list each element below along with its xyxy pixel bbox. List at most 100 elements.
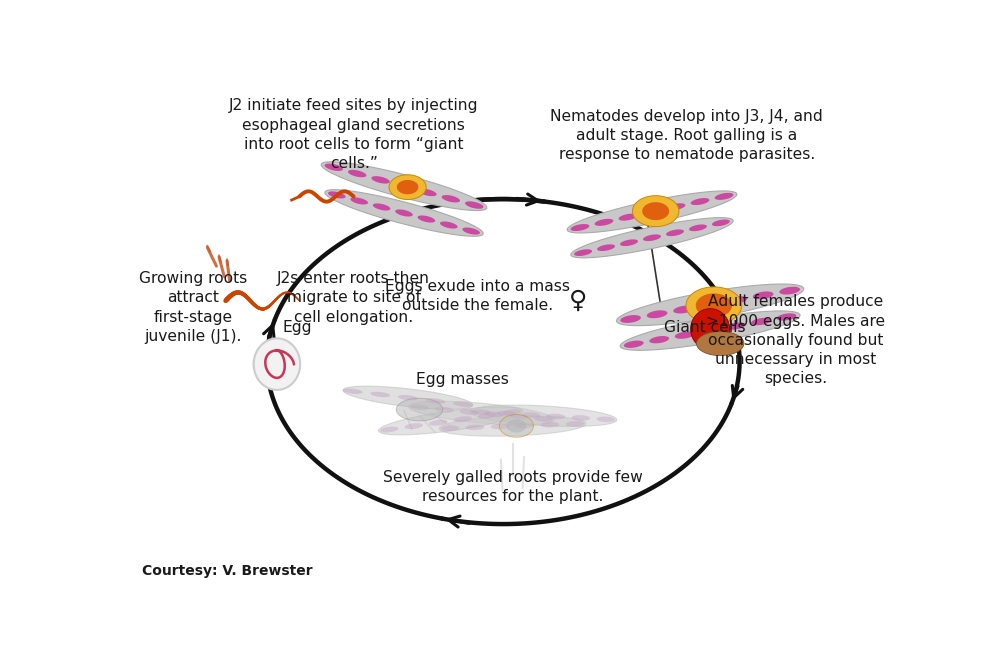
Polygon shape	[465, 202, 483, 209]
Polygon shape	[696, 293, 732, 318]
Polygon shape	[396, 398, 443, 421]
Polygon shape	[398, 395, 418, 401]
Polygon shape	[350, 198, 368, 204]
Polygon shape	[700, 301, 720, 309]
Polygon shape	[534, 416, 553, 422]
Polygon shape	[389, 175, 426, 200]
Polygon shape	[371, 176, 390, 184]
Polygon shape	[715, 193, 733, 200]
Polygon shape	[418, 216, 435, 222]
Polygon shape	[597, 245, 615, 251]
Polygon shape	[643, 234, 661, 241]
Polygon shape	[472, 409, 491, 415]
Polygon shape	[454, 416, 472, 422]
Polygon shape	[485, 411, 503, 417]
Polygon shape	[497, 411, 515, 416]
Text: Courtesy: V. Brewster: Courtesy: V. Brewster	[142, 564, 313, 578]
Polygon shape	[409, 401, 554, 425]
Polygon shape	[460, 409, 478, 415]
Polygon shape	[466, 425, 484, 430]
Polygon shape	[647, 310, 667, 318]
Polygon shape	[667, 203, 685, 210]
Text: Growing roots
attract
first-stage
juvenile (J1).: Growing roots attract first-stage juveni…	[139, 271, 247, 344]
Polygon shape	[619, 214, 637, 220]
Polygon shape	[571, 224, 589, 231]
Polygon shape	[321, 161, 487, 210]
Polygon shape	[478, 413, 496, 419]
Polygon shape	[453, 401, 473, 407]
Polygon shape	[596, 417, 615, 422]
Polygon shape	[726, 296, 747, 304]
Polygon shape	[624, 340, 644, 348]
Polygon shape	[348, 170, 366, 178]
Polygon shape	[499, 415, 533, 438]
Polygon shape	[516, 423, 534, 428]
Polygon shape	[632, 196, 679, 226]
Polygon shape	[779, 287, 800, 295]
Polygon shape	[397, 180, 418, 194]
Polygon shape	[509, 414, 528, 419]
Polygon shape	[566, 421, 584, 427]
Polygon shape	[541, 422, 559, 427]
Polygon shape	[571, 218, 733, 258]
Polygon shape	[686, 287, 742, 324]
Polygon shape	[689, 224, 707, 231]
Text: Egg: Egg	[282, 320, 312, 335]
Polygon shape	[426, 398, 445, 403]
Polygon shape	[712, 220, 730, 226]
Polygon shape	[567, 191, 737, 233]
Polygon shape	[726, 322, 745, 330]
Polygon shape	[506, 419, 526, 433]
Polygon shape	[691, 309, 730, 350]
Polygon shape	[620, 315, 641, 323]
Polygon shape	[691, 198, 709, 205]
Text: Nematodes develop into J3, J4, and
adult stage. Root galling is a
response to ne: Nematodes develop into J3, J4, and adult…	[550, 109, 823, 162]
Polygon shape	[328, 192, 346, 198]
Polygon shape	[370, 392, 390, 397]
Polygon shape	[439, 416, 586, 436]
Polygon shape	[373, 204, 390, 210]
Polygon shape	[643, 208, 661, 216]
Polygon shape	[462, 228, 480, 234]
Polygon shape	[751, 318, 771, 325]
Polygon shape	[470, 405, 617, 426]
Polygon shape	[429, 419, 447, 425]
Text: Eggs exude into a mass
outside the female.: Eggs exude into a mass outside the femal…	[385, 279, 570, 313]
Polygon shape	[405, 423, 423, 429]
Polygon shape	[753, 291, 773, 299]
Text: Giant cells: Giant cells	[664, 320, 745, 335]
Text: Egg masses: Egg masses	[416, 372, 509, 387]
Polygon shape	[620, 239, 638, 246]
Polygon shape	[700, 327, 720, 334]
Text: J2s enter roots then
migrate to site of
cell elongation.: J2s enter roots then migrate to site of …	[277, 271, 430, 325]
Polygon shape	[325, 190, 483, 237]
Polygon shape	[595, 219, 613, 226]
Polygon shape	[666, 229, 684, 236]
Polygon shape	[697, 332, 744, 356]
Polygon shape	[777, 314, 796, 321]
Text: J2 initiate feed sites by injecting
esophageal gland secretions
into root cells : J2 initiate feed sites by injecting esop…	[229, 98, 478, 171]
Polygon shape	[675, 332, 695, 339]
Text: Severely galled roots provide few
resources for the plant.: Severely galled roots provide few resour…	[383, 470, 642, 504]
Polygon shape	[502, 409, 521, 415]
Polygon shape	[343, 386, 473, 409]
Polygon shape	[418, 189, 437, 196]
Polygon shape	[649, 336, 669, 343]
Polygon shape	[673, 306, 694, 314]
Polygon shape	[395, 182, 413, 190]
Polygon shape	[378, 407, 523, 435]
Polygon shape	[254, 338, 300, 390]
Polygon shape	[435, 407, 454, 413]
Polygon shape	[522, 412, 540, 418]
Polygon shape	[574, 249, 592, 256]
Polygon shape	[620, 311, 800, 350]
Text: ♀: ♀	[569, 289, 588, 314]
Polygon shape	[395, 210, 413, 216]
Polygon shape	[440, 222, 458, 228]
Polygon shape	[410, 405, 429, 410]
Polygon shape	[547, 413, 565, 419]
Polygon shape	[441, 425, 459, 431]
Polygon shape	[343, 389, 363, 394]
Polygon shape	[572, 415, 590, 421]
Polygon shape	[642, 202, 669, 220]
